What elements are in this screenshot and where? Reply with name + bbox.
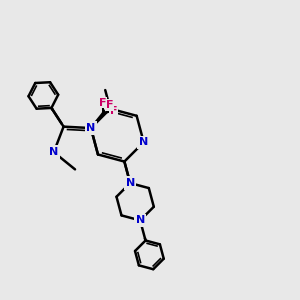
Text: F: F (106, 100, 113, 110)
Text: F: F (99, 98, 106, 108)
Text: N: N (139, 137, 148, 147)
Text: N: N (125, 178, 135, 188)
Text: F: F (110, 106, 117, 116)
Text: N: N (136, 215, 145, 225)
Text: N: N (49, 147, 58, 157)
Text: N: N (86, 123, 95, 133)
